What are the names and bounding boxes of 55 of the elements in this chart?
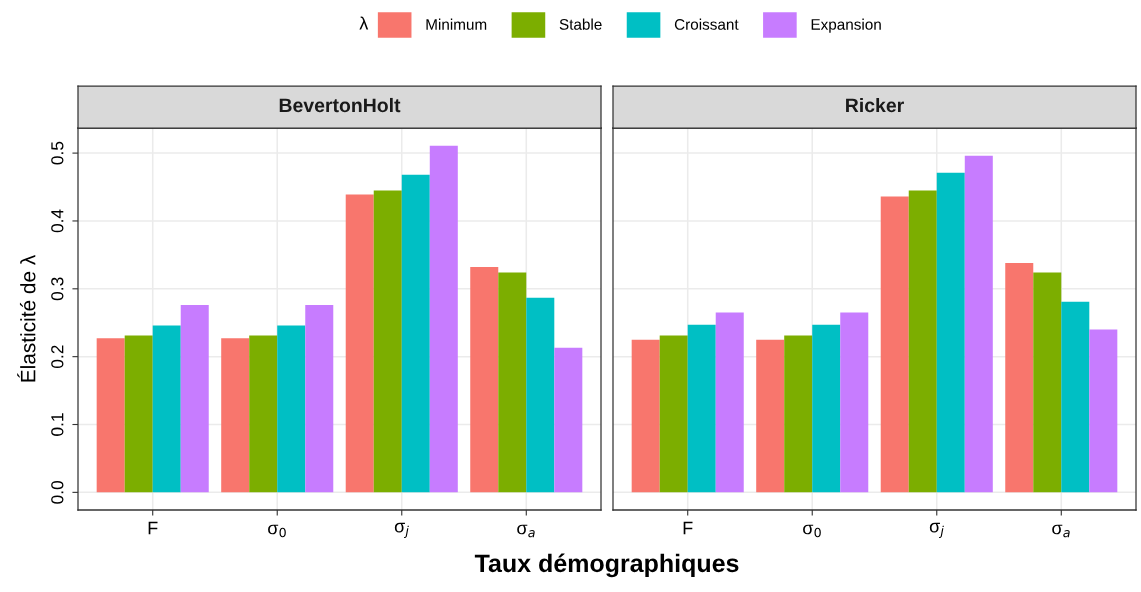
x-tick-label: F xyxy=(148,521,158,535)
bar xyxy=(840,312,869,493)
bar xyxy=(936,172,965,493)
bar xyxy=(124,335,153,493)
y-tick-label: 0.3 xyxy=(51,277,64,301)
bar xyxy=(249,335,278,493)
y-tick-label: 0.1 xyxy=(51,413,64,436)
bar xyxy=(152,325,181,493)
bar xyxy=(498,272,527,493)
x-tick-label: σ$_{0}$ xyxy=(803,524,821,538)
legend-label: Minimum xyxy=(426,18,487,30)
x-tick-label: σ$_{j}$ xyxy=(394,522,409,538)
bar xyxy=(687,324,716,493)
bar xyxy=(1089,329,1118,493)
bar xyxy=(429,145,458,493)
bar xyxy=(1005,263,1034,493)
legend-label: Stable xyxy=(559,18,602,30)
bar xyxy=(305,305,334,493)
legend-label: Croissant xyxy=(674,18,739,30)
bar xyxy=(373,190,402,493)
bar xyxy=(756,339,785,493)
y-tick-label: 0.0 xyxy=(51,480,64,504)
bar xyxy=(1061,301,1090,493)
bar xyxy=(715,312,744,493)
bar xyxy=(554,347,583,493)
bar xyxy=(812,324,841,493)
x-tick-label: F xyxy=(683,521,693,535)
x-tick-label: σ$_{a}$ xyxy=(1052,524,1070,538)
bar xyxy=(221,338,250,493)
bar xyxy=(401,174,430,493)
y-tick-label: 0.2 xyxy=(51,345,64,369)
bar xyxy=(345,194,374,493)
bar xyxy=(180,305,209,493)
bar xyxy=(908,190,937,493)
bar xyxy=(277,325,306,493)
y-axis-title: Élasticité de λ xyxy=(17,254,36,382)
x-tick-label: σ$_{j}$ xyxy=(929,522,944,538)
bar xyxy=(526,297,555,493)
x-tick-label: σ$_{a}$ xyxy=(517,524,535,538)
x-tick-label: σ$_{0}$ xyxy=(268,524,286,538)
y-tick-label: 0.4 xyxy=(51,209,64,233)
bar xyxy=(631,339,660,493)
y-tick-label: 0.5 xyxy=(51,141,64,165)
bar xyxy=(96,338,125,493)
x-axis-title: Taux démographiques xyxy=(474,553,739,578)
bar xyxy=(659,335,688,493)
bar xyxy=(880,196,909,493)
legend-title: λ xyxy=(359,16,369,30)
bar xyxy=(784,335,813,493)
bar xyxy=(1033,272,1062,493)
chart-title: Ricker xyxy=(846,97,904,113)
bar xyxy=(470,267,499,493)
bar xyxy=(964,155,993,493)
chart-title: BevertonHolt xyxy=(279,97,401,113)
legend-label: Expansion xyxy=(811,18,881,33)
